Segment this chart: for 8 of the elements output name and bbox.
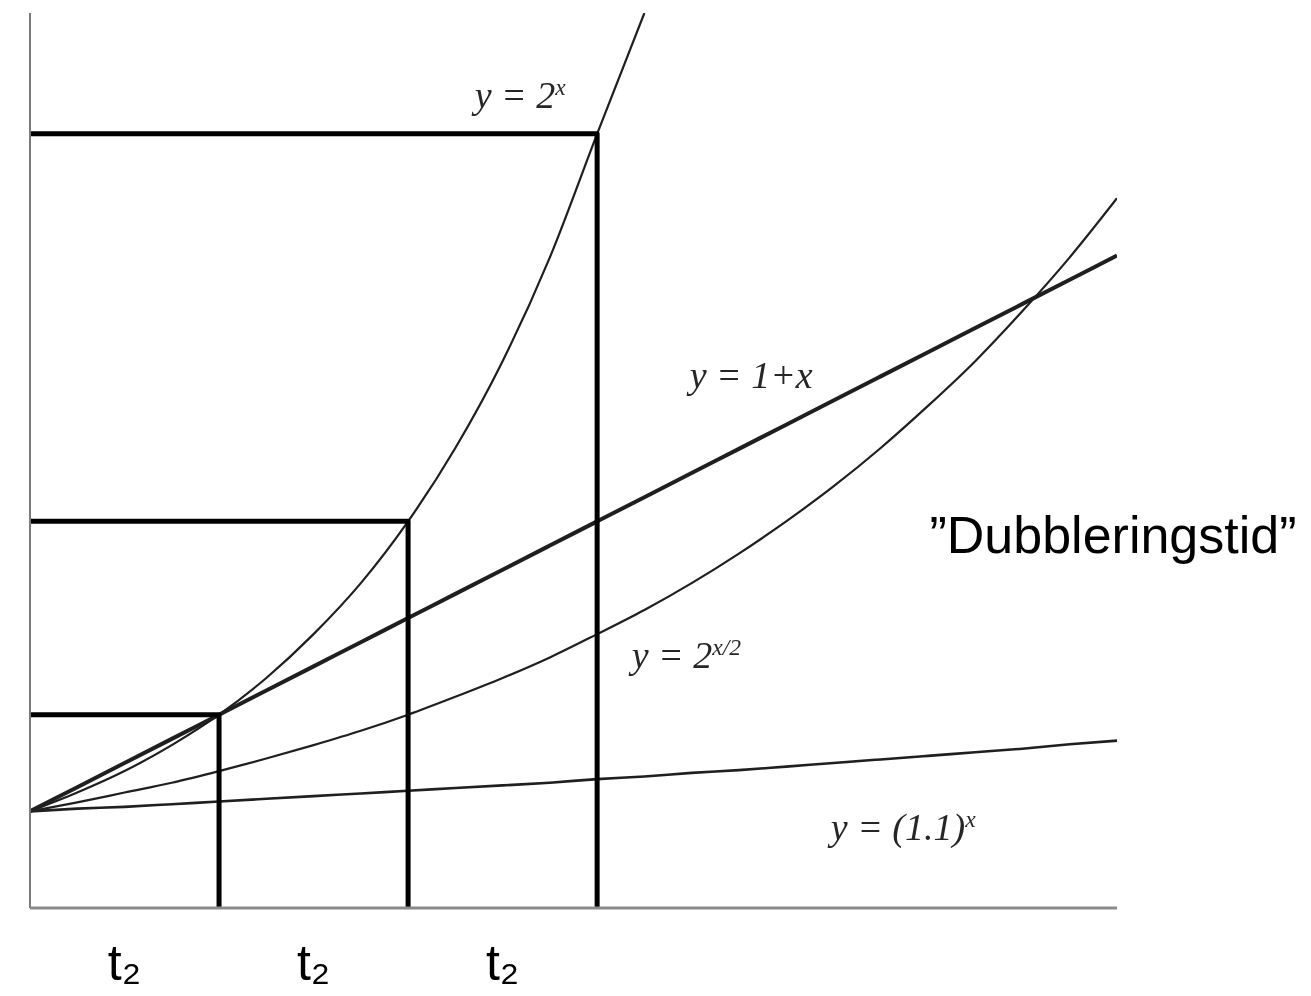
- series-label: y = (1.1)$^{x}$: [826, 806, 977, 850]
- x-tick-label: t₂: [485, 935, 520, 991]
- x-tick-label: t₂: [107, 935, 142, 991]
- series-label: y = 2$^{x}$: [470, 73, 567, 116]
- annotation: ”Dubbleringstid”: [929, 506, 1297, 564]
- x-tick-label: t₂: [296, 935, 331, 991]
- series-label: y = 2$^{x/2}$: [627, 633, 742, 676]
- series-label: y = 1+x: [685, 353, 813, 396]
